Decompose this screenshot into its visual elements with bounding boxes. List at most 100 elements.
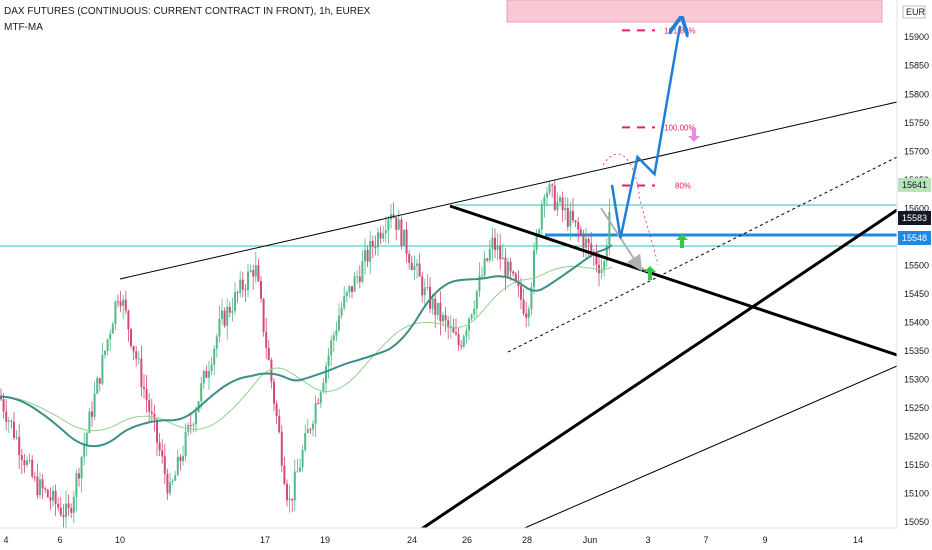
candle-body xyxy=(340,307,343,316)
candle-body xyxy=(327,355,330,367)
candle-body xyxy=(566,207,569,227)
candle-body xyxy=(473,308,476,315)
candle-body xyxy=(244,289,247,291)
candle-body xyxy=(20,455,23,461)
candle-body xyxy=(137,358,140,360)
candle-body xyxy=(153,413,156,420)
candle-body xyxy=(28,459,31,461)
candle-body xyxy=(314,403,317,424)
candle-body xyxy=(7,420,10,422)
upper-trendline[interactable] xyxy=(119,101,898,280)
candle-body xyxy=(605,245,608,262)
candle-body xyxy=(236,292,239,294)
price-labels: 15641 15583 15548 xyxy=(898,177,931,245)
candle-body xyxy=(579,229,582,234)
y-tick-label: 15800 xyxy=(904,89,929,99)
candle-body xyxy=(59,507,62,516)
candle-body xyxy=(603,261,606,271)
x-axis-labels: 4 6 10 17 19 24 26 28 Jun 3 7 9 14 xyxy=(3,535,863,545)
y-tick-label: 15600 xyxy=(904,203,929,213)
candle-body xyxy=(78,473,80,479)
candle-body xyxy=(301,450,304,468)
candle-body xyxy=(608,211,611,246)
candle-body xyxy=(507,261,509,277)
candle-body xyxy=(527,309,530,318)
candle-body xyxy=(358,276,361,283)
candle-body xyxy=(462,336,465,347)
candle-body xyxy=(488,249,491,261)
candle-body xyxy=(543,197,546,205)
candles xyxy=(0,179,611,530)
x-tick-label: 7 xyxy=(703,535,708,545)
candle-body xyxy=(231,311,234,313)
forecast-path[interactable] xyxy=(610,26,680,239)
y-tick-label: 15150 xyxy=(904,460,929,470)
candle-body xyxy=(18,436,21,456)
candle-body xyxy=(57,503,60,508)
fib-label: 100.00% xyxy=(664,123,696,132)
candle-body xyxy=(330,340,333,356)
candle-body xyxy=(96,378,99,394)
price-axis[interactable] xyxy=(897,0,932,550)
candle-body xyxy=(143,387,145,389)
candle-body xyxy=(416,263,418,266)
candle-body xyxy=(88,411,91,433)
candle-body xyxy=(377,232,379,248)
candle-body xyxy=(530,287,533,310)
candle-body xyxy=(239,279,242,293)
lower-channel-line[interactable] xyxy=(519,365,898,531)
candle-body xyxy=(114,301,117,325)
candle-body xyxy=(218,318,221,337)
candle-body xyxy=(205,370,208,378)
y-tick-label: 15850 xyxy=(904,61,929,71)
y-tick-label: 15300 xyxy=(904,374,929,384)
candle-body xyxy=(98,378,101,384)
y-tick-label: 15900 xyxy=(904,32,929,42)
candle-body xyxy=(535,234,538,251)
ma-dark-line xyxy=(0,244,613,448)
indicator-label[interactable]: MTF-MA xyxy=(4,22,43,33)
candle-body xyxy=(33,476,36,478)
candle-body xyxy=(345,292,348,297)
candle-body xyxy=(465,330,468,337)
candle-body xyxy=(509,261,512,272)
descending-trendline[interactable] xyxy=(449,204,898,357)
candle-body xyxy=(267,347,270,360)
candle-body xyxy=(418,263,421,277)
candle-body xyxy=(54,490,57,504)
candle-body xyxy=(348,286,351,293)
candle-body xyxy=(478,275,481,292)
currency-label: EUR xyxy=(906,7,926,17)
candle-body xyxy=(436,302,439,315)
candle-body xyxy=(31,459,34,477)
upper-channel-dashed[interactable] xyxy=(507,156,898,353)
y-tick-label: 15400 xyxy=(904,317,929,327)
candle-body xyxy=(254,265,257,277)
candle-body xyxy=(405,229,408,254)
candle-body xyxy=(582,233,585,248)
candle-body xyxy=(291,498,294,501)
candle-body xyxy=(564,207,567,211)
candle-body xyxy=(356,276,359,278)
ascending-trendline[interactable] xyxy=(419,208,898,532)
candle-body xyxy=(556,201,559,210)
y-tick-label: 15350 xyxy=(904,346,929,356)
y-tick-label: 15050 xyxy=(904,517,929,527)
y-tick-label: 15100 xyxy=(904,488,929,498)
candle-body xyxy=(85,432,88,445)
y-tick-label: 15250 xyxy=(904,403,929,413)
candle-body xyxy=(470,314,473,319)
candle-body xyxy=(65,503,67,517)
time-axis[interactable] xyxy=(0,528,897,550)
candle-body xyxy=(296,471,299,473)
candle-body xyxy=(278,415,281,433)
candle-body xyxy=(286,483,288,501)
candle-body xyxy=(361,261,364,283)
candle-body xyxy=(551,184,554,186)
candle-body xyxy=(270,359,273,382)
sell-arrow xyxy=(688,128,700,142)
candle-body xyxy=(325,366,327,383)
candle-body xyxy=(574,220,577,223)
candle-body xyxy=(80,456,83,479)
